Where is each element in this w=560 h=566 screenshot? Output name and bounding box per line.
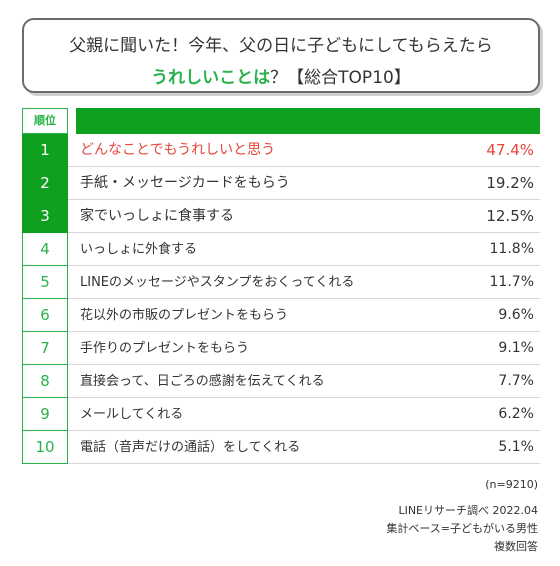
title-rest: ？【総合TOP10】 <box>270 68 411 88</box>
title-box: 父親に聞いた！今年、父の日に子どもにしてもらえたら うれしいことは？【総合TOP… <box>22 18 540 93</box>
item-value: 7.7% <box>498 373 534 389</box>
item-value: 12.5% <box>486 207 534 225</box>
item-value: 9.6% <box>498 307 534 323</box>
rank-cell: 10 <box>22 431 68 464</box>
item-label: 手紙・メッセージカードをもらう <box>80 175 290 191</box>
item-label: 家でいっしょに食事する <box>80 208 234 224</box>
item-value: 19.2% <box>486 174 534 192</box>
title-line-1: 父親に聞いた！今年、父の日に子どもにしてもらえたら <box>69 36 493 56</box>
table-row: 9 メールしてくれる 6.2% <box>22 398 540 431</box>
item-value: 47.4% <box>486 141 534 159</box>
source-line-1: LINEリサーチ調べ 2022.04 <box>398 504 538 517</box>
rank-cell: 1 <box>22 134 68 167</box>
title-line-2: うれしいことは？【総合TOP10】 <box>24 63 538 88</box>
item-value: 5.1% <box>498 439 534 455</box>
item-label: いっしょに外食する <box>80 242 198 257</box>
item-label: どんなことでもうれしいと思う <box>80 142 276 158</box>
title-accent: うれしいことは <box>151 68 271 88</box>
table-row: 2 手紙・メッセージカードをもらう 19.2% <box>22 167 540 200</box>
table-row: 3 家でいっしょに食事する 12.5% <box>22 200 540 233</box>
rank-cell: 7 <box>22 332 68 365</box>
item-label: メールしてくれる <box>80 407 184 422</box>
table-row: 5 LINEのメッセージやスタンプをおくってくれる 11.7% <box>22 266 540 299</box>
rank-cell: 4 <box>22 233 68 266</box>
source-line-3: 複数回答 <box>494 540 538 553</box>
item-value: 9.1% <box>498 340 534 356</box>
rank-cell: 2 <box>22 167 68 200</box>
rank-column-header: 順位 <box>22 108 68 134</box>
item-label: LINEのメッセージやスタンプをおくってくれる <box>80 275 355 290</box>
sample-size: (n=9210) <box>485 478 538 491</box>
table-row: 10 電話（音声だけの通話）をしてくれる 5.1% <box>22 431 540 464</box>
table-row: 4 いっしょに外食する 11.8% <box>22 233 540 266</box>
item-label: 直接会って、日ごろの感謝を伝えてくれる <box>80 374 325 389</box>
source-line-2: 集計ベース=子どもがいる男性 <box>386 522 538 535</box>
table-row: 6 花以外の市販のプレゼントをもらう 9.6% <box>22 299 540 332</box>
rank-cell: 9 <box>22 398 68 431</box>
table-body: 1 どんなことでもうれしいと思う 47.4% 2 手紙・メッセージカードをもらう 19.2… <box>22 134 540 464</box>
table-header: 順位 <box>22 108 540 134</box>
table-row: 8 直接会って、日ごろの感謝を伝えてくれる 7.7% <box>22 365 540 398</box>
rank-cell: 6 <box>22 299 68 332</box>
item-value: 11.7% <box>489 274 534 290</box>
item-label: 手作りのプレゼントをもらう <box>80 341 250 356</box>
item-label: 花以外の市販のプレゼントをもらう <box>80 308 289 323</box>
item-value: 11.8% <box>489 241 534 257</box>
header-bar <box>76 108 540 134</box>
table-row: 7 手作りのプレゼントをもらう 9.1% <box>22 332 540 365</box>
rank-cell: 5 <box>22 266 68 299</box>
ranking-table: 順位 1 どんなことでもうれしいと思う 47.4% 2 手紙・メッセージカードをもらう 1… <box>22 108 540 464</box>
rank-cell: 8 <box>22 365 68 398</box>
item-label: 電話（音声だけの通話）をしてくれる <box>80 440 301 455</box>
source-note: LINEリサーチ調べ 2022.04 集計ベース=子どもがいる男性 複数回答 <box>386 502 538 556</box>
table-row: 1 どんなことでもうれしいと思う 47.4% <box>22 134 540 167</box>
item-value: 6.2% <box>498 406 534 422</box>
rank-cell: 3 <box>22 200 68 233</box>
